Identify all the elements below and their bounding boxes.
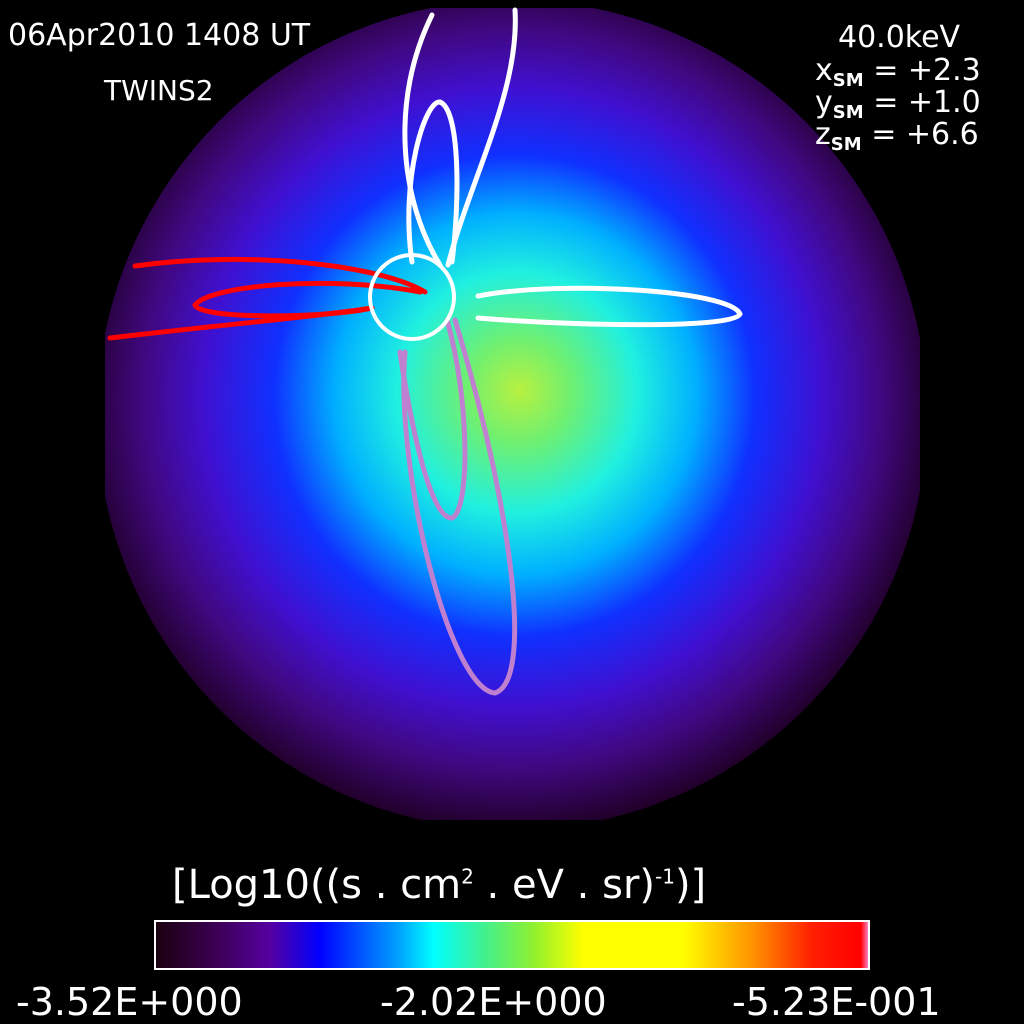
field-line-north-inner [406, 99, 460, 265]
earth-circle [368, 253, 456, 341]
field-line-dawn [475, 285, 743, 328]
field-line-south-outer [401, 317, 518, 696]
field-line-south-inner [397, 317, 468, 521]
date-time-label: 06Apr2010 1408 UT [8, 18, 311, 53]
colorbar-tick-min: -3.52E+000 [16, 980, 243, 1024]
colorbar-tick-max: -5.23E-001 [732, 980, 941, 1024]
colorbar-tick-mid: -2.02E+000 [380, 980, 607, 1024]
field-line-north-outer-1 [402, 12, 443, 268]
z-sm-coordinate: zSM = +6.6 [815, 117, 979, 156]
field-line-dusk-outer-1 [132, 256, 428, 295]
x-sm-coordinate: xSM = +2.3 [815, 53, 981, 92]
field-line-dusk-outer-2 [107, 305, 375, 341]
colorbar-title: [Log10((s . cm2 . eV . sr)-1)] [172, 862, 707, 908]
y-sm-coordinate: ySM = +1.0 [815, 85, 981, 124]
flux-disk [105, 8, 920, 820]
colorbar [154, 920, 870, 970]
energy-label: 40.0keV [838, 20, 961, 55]
satellite-label: TWINS2 [104, 74, 214, 107]
